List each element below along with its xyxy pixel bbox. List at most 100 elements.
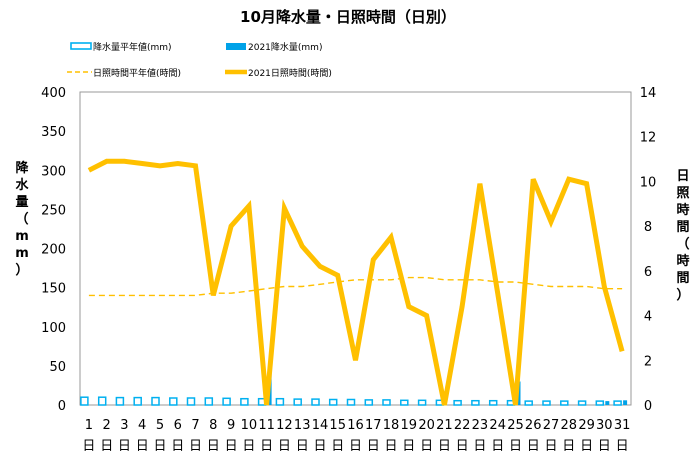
y-right-tick-label: 0 [644,399,652,414]
x-tick-label: 15 [329,418,346,433]
x-tick-suffix: 日 [153,439,166,454]
y-right-tick-label: 10 [640,175,657,190]
x-tick-label: 10 [241,418,258,433]
bar-normal-precip [471,399,480,406]
bar-normal-precip [346,398,356,406]
x-tick-label: 6 [174,418,182,433]
x-tick-suffix: 日 [82,439,95,454]
bar-normal-precip [542,400,551,406]
x-tick-label: 19 [401,418,418,433]
y-left-tick-label: 300 [41,164,66,179]
y-left-tick-label: 100 [41,321,66,336]
x-tick-label: 25 [507,418,524,433]
bar-normal-precip [328,398,338,406]
x-tick-suffix: 日 [136,439,149,454]
bar-normal-precip [275,397,285,406]
bar-normal-precip [417,399,427,406]
bar-normal-precip [222,397,231,406]
ticks-layer: 050100150200250300350400024681012141日2日3… [41,86,656,454]
bar-normal-precip [80,396,89,406]
legend-swatch-normal-precip [70,42,92,50]
x-tick-label: 30 [596,418,613,433]
bar-normal-precip [560,400,569,406]
bar-normal-precip [240,397,249,406]
chart-title: 10月降水量・日照時間（日別） [240,8,456,26]
lines-layer [87,158,625,406]
legend-label-2021-sunshine: 2021日照時間(時間) [248,68,332,79]
bar-normal-precip [311,398,320,406]
x-tick-label: 29 [578,418,595,433]
y-left-tick-label: 350 [41,125,66,140]
x-tick-suffix: 日 [544,439,557,454]
bar-normal-precip [453,399,462,406]
x-tick-label: 4 [138,418,146,433]
x-tick-label: 23 [472,418,489,433]
x-tick-label: 18 [383,418,400,433]
legend-label-2021-precip: 2021降水量(mm) [248,41,322,53]
bar-normal-precip [400,399,409,406]
x-tick-label: 27 [543,418,560,433]
x-tick-suffix: 日 [278,439,291,454]
x-tick-suffix: 日 [313,439,326,454]
y-axis-left-title: 降水量（ m m） [15,160,29,278]
x-tick-label: 20 [418,418,435,433]
y-left-tick-label: 50 [49,360,66,375]
x-tick-suffix: 日 [207,439,220,454]
legend-label-normal-precip: 降水量平年値(mm) [93,41,172,53]
bar-normal-precip [382,399,391,406]
bar-normal-precip [133,396,142,406]
x-tick-label: 7 [191,418,199,433]
x-tick-suffix: 日 [527,439,540,454]
bars-layer [80,367,628,406]
bar-2021-precip [623,400,628,405]
x-tick-suffix: 日 [491,439,504,454]
y-left-tick-label: 250 [41,203,66,218]
bar-normal-precip [115,396,125,406]
x-tick-label: 22 [454,418,471,433]
x-tick-label: 24 [489,418,506,433]
legend-label-normal-sunshine: 日照時間平年値(時間) [93,67,181,79]
y-left-tick-label: 200 [41,243,66,258]
bar-normal-precip [151,396,160,406]
x-tick-label: 14 [312,418,329,433]
x-tick-suffix: 日 [100,439,113,454]
line-normal-sunshine [88,276,623,297]
y-right-tick-label: 4 [644,310,652,325]
bar-normal-precip [169,397,178,406]
bar-normal-precip [613,400,622,406]
x-tick-suffix: 日 [456,439,469,454]
x-tick-suffix: 日 [384,439,397,454]
x-tick-label: 28 [561,418,578,433]
y-axis-right-title: 日照時間（時間） [676,169,689,303]
x-tick-suffix: 日 [509,439,522,454]
x-tick-label: 21 [436,418,453,433]
bar-normal-precip [595,400,605,406]
x-tick-label: 31 [614,418,631,433]
x-tick-suffix: 日 [171,439,184,454]
x-tick-label: 9 [227,418,235,433]
x-tick-suffix: 日 [296,439,309,454]
x-tick-suffix: 日 [473,439,486,454]
y-axis-right-title-text: 日照時間（時間） [676,169,689,303]
y-left-tick-label: 150 [41,282,66,297]
x-tick-suffix: 日 [118,439,131,454]
y-right-tick-label: 8 [644,220,652,235]
y-right-tick-label: 12 [640,131,657,146]
plot-area [79,91,632,406]
legend: 降水量平年値(mm) 2021降水量(mm) 日照時間平年値(時間) 2021日… [67,41,332,79]
x-tick-label: 1 [85,418,93,433]
bar-normal-precip [293,398,302,406]
bar-normal-precip [186,397,196,406]
x-tick-suffix: 日 [242,439,255,454]
x-tick-label: 2 [103,418,111,433]
x-tick-label: 16 [347,418,364,433]
x-tick-label: 11 [258,418,275,433]
y-left-tick-label: 0 [58,399,66,414]
x-tick-label: 13 [294,418,311,433]
bar-normal-precip [204,397,214,406]
x-tick-label: 26 [525,418,542,433]
bar-normal-precip [97,396,107,406]
legend-swatch-2021-precip [226,43,246,50]
x-tick-label: 12 [276,418,293,433]
x-tick-suffix: 日 [616,439,629,454]
